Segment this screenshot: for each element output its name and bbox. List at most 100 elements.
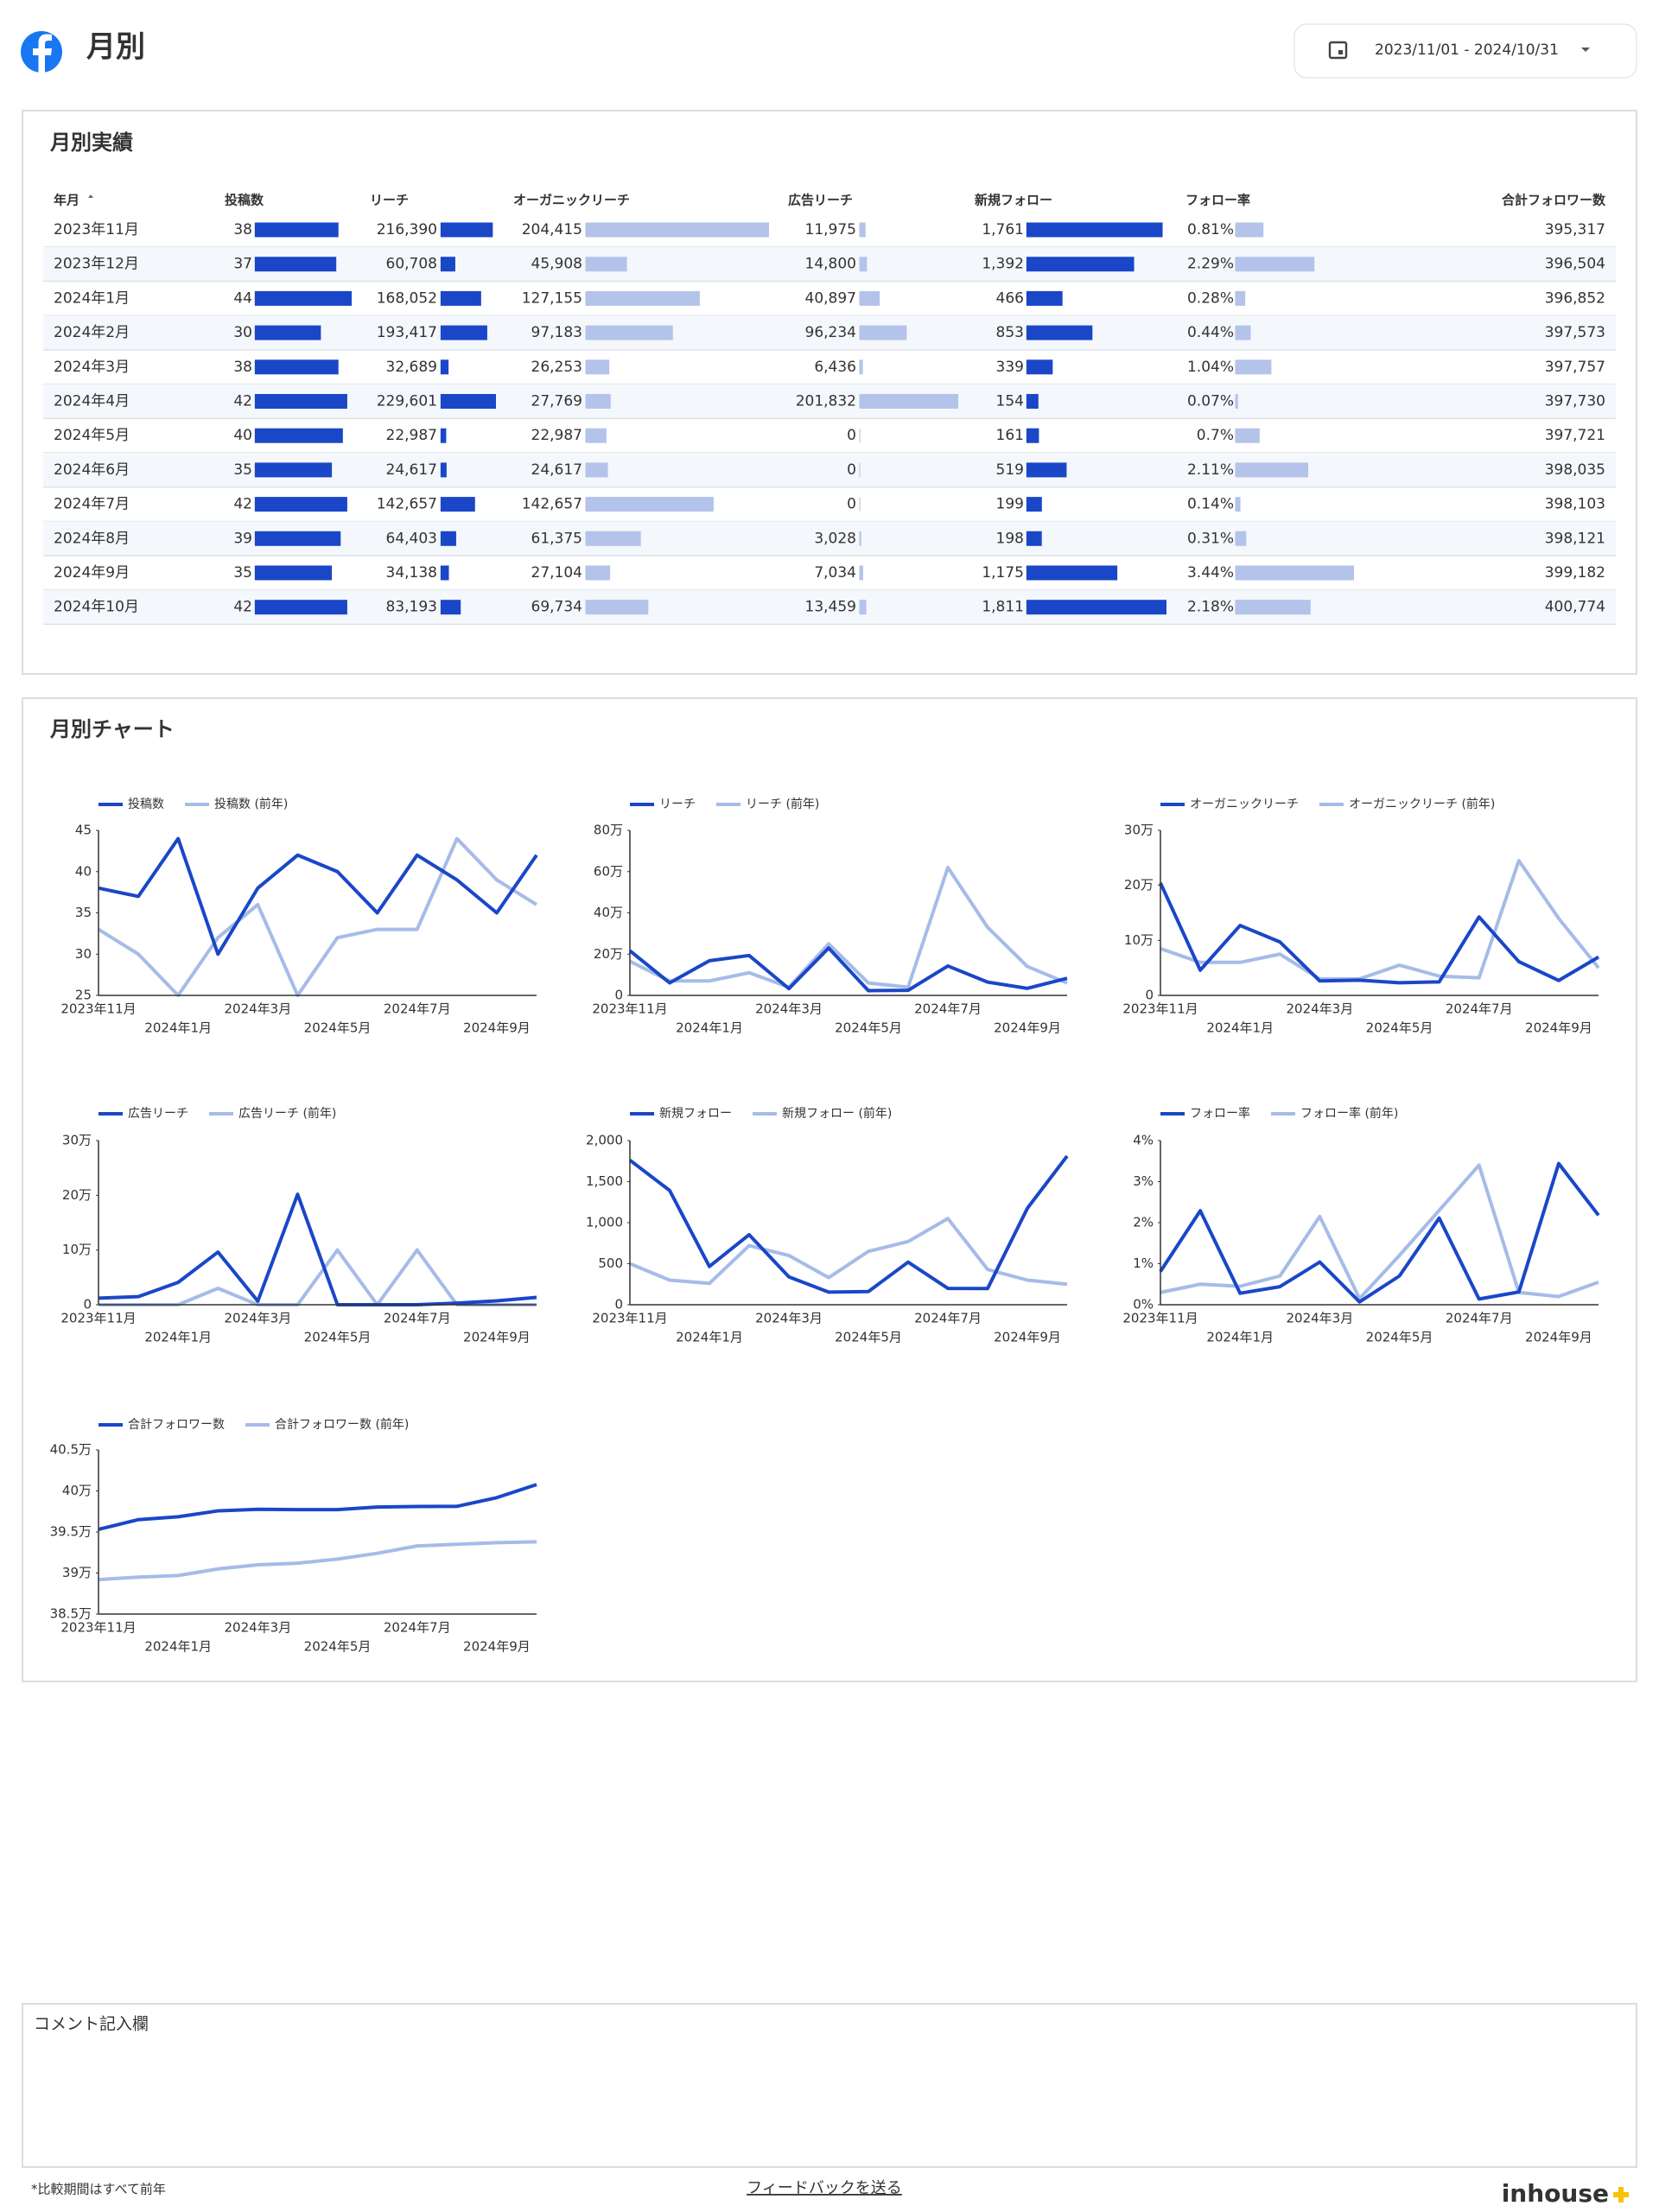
x-tick-label: 2023年11月 bbox=[60, 1311, 136, 1326]
table-bar bbox=[860, 600, 867, 615]
month-cell: 2024年4月 bbox=[54, 393, 130, 410]
month-cell: 2024年5月 bbox=[54, 427, 130, 444]
x-tick-label: 2024年3月 bbox=[1287, 1311, 1354, 1326]
series-line bbox=[98, 836, 538, 957]
table-bar bbox=[1236, 290, 1246, 306]
x-tick-label: 2024年7月 bbox=[384, 1620, 451, 1636]
value-cell: 27,104 bbox=[531, 564, 582, 582]
legend-label: 新規フォロー (前年) bbox=[782, 1106, 892, 1121]
x-tick-label: 2024年7月 bbox=[384, 1311, 451, 1326]
value-cell: 0.07% bbox=[1187, 393, 1234, 410]
calendar-dot bbox=[1338, 50, 1343, 54]
value-cell: 397,573 bbox=[1545, 324, 1605, 341]
value-cell: 0 bbox=[847, 496, 856, 513]
table-bar bbox=[1027, 290, 1063, 306]
sort-icon[interactable] bbox=[88, 194, 93, 198]
y-tick-label: 30 bbox=[75, 946, 92, 962]
table-bar bbox=[1236, 600, 1311, 615]
table-bar bbox=[255, 428, 343, 443]
x-tick-label: 2024年1月 bbox=[1206, 1330, 1274, 1345]
line-chart: リーチ リーチ (前年) 0 20万 40万 60万 80万 2023年11月 2024年1月 2… bbox=[592, 797, 1068, 1036]
y-tick-label: 45 bbox=[75, 823, 92, 838]
column-header: 新規フォロー bbox=[975, 193, 1052, 208]
legend-label: オーガニックリーチ bbox=[1190, 798, 1299, 811]
table-bar bbox=[1027, 497, 1042, 512]
line-chart: 新規フォロー 新規フォロー (前年) 0 500 1,000 1,500 2,000 2023… bbox=[586, 1106, 1069, 1345]
table-bar bbox=[860, 359, 863, 375]
table-bar bbox=[1027, 325, 1093, 340]
series-line bbox=[1159, 1161, 1600, 1304]
calendar-icon bbox=[1328, 41, 1348, 60]
x-tick-label: 2024年3月 bbox=[225, 1001, 292, 1017]
table-bar bbox=[255, 462, 333, 478]
series-line bbox=[629, 865, 1068, 989]
value-cell: 37 bbox=[233, 256, 252, 273]
table-bar bbox=[860, 565, 863, 581]
value-cell: 83,193 bbox=[386, 599, 437, 616]
legend-label: 合計フォロワー数 bbox=[128, 1418, 225, 1432]
table-bar bbox=[586, 462, 608, 478]
value-cell: 0.14% bbox=[1187, 496, 1234, 513]
legend-label: オーガニックリーチ (前年) bbox=[1349, 797, 1495, 811]
value-cell: 24,617 bbox=[531, 461, 582, 479]
y-tick-label: 3% bbox=[1133, 1173, 1154, 1189]
table-bar bbox=[441, 428, 447, 443]
value-cell: 0.44% bbox=[1187, 324, 1234, 341]
table-bar bbox=[1236, 462, 1309, 478]
value-cell: 396,504 bbox=[1545, 256, 1605, 273]
value-cell: 0 bbox=[847, 427, 856, 444]
value-cell: 154 bbox=[996, 393, 1024, 410]
x-tick-label: 2024年9月 bbox=[463, 1020, 531, 1036]
value-cell: 1,761 bbox=[982, 221, 1024, 238]
x-tick-label: 2024年1月 bbox=[144, 1330, 212, 1345]
month-cell: 2024年8月 bbox=[54, 530, 130, 547]
value-cell: 0.31% bbox=[1187, 530, 1234, 547]
x-tick-label: 2024年5月 bbox=[304, 1020, 372, 1036]
table-bar bbox=[1236, 325, 1251, 340]
x-tick-label: 2024年3月 bbox=[755, 1001, 823, 1017]
value-cell: 32,689 bbox=[386, 359, 437, 376]
charts-title: 月別チャート bbox=[49, 717, 175, 741]
table-bar bbox=[1236, 565, 1354, 581]
legend-label: 広告リーチ (前年) bbox=[238, 1106, 336, 1121]
table-body: 2023年11月 2023年12月 2024年1月 2024年2月 2024年3月 202… bbox=[43, 193, 1616, 626]
value-cell: 22,987 bbox=[531, 427, 582, 444]
value-cell: 26,253 bbox=[531, 359, 582, 376]
charts: 投稿数 投稿数 (前年) 25 30 35 40 45 2023年11月 2024年1月 2024… bbox=[50, 797, 1600, 1655]
y-tick-label: 38.5万 bbox=[50, 1606, 92, 1622]
table-bar bbox=[1027, 531, 1042, 546]
y-tick-label: 1% bbox=[1133, 1255, 1154, 1271]
table-bar bbox=[1027, 565, 1118, 581]
comment-box[interactable] bbox=[22, 2003, 1637, 2168]
value-cell: 0.7% bbox=[1197, 427, 1234, 444]
table-bar bbox=[586, 325, 673, 340]
x-tick-label: 2024年1月 bbox=[1206, 1020, 1274, 1036]
value-cell: 97,183 bbox=[531, 324, 582, 341]
table-bar bbox=[255, 359, 339, 375]
value-cell: 3.44% bbox=[1187, 564, 1234, 582]
table-bar bbox=[860, 394, 958, 409]
value-cell: 398,035 bbox=[1545, 461, 1605, 479]
dropdown-arrow bbox=[1581, 48, 1590, 52]
table-bar bbox=[1027, 428, 1039, 443]
table-bar bbox=[1236, 531, 1247, 546]
table-bar bbox=[586, 359, 610, 375]
feedback-link[interactable]: フィードバックを送る bbox=[747, 2179, 902, 2197]
date-picker[interactable] bbox=[1294, 23, 1637, 79]
value-cell: 1,175 bbox=[982, 564, 1024, 582]
y-tick-label: 40 bbox=[75, 863, 92, 879]
table-bar bbox=[1236, 497, 1241, 512]
value-cell: 142,657 bbox=[377, 496, 437, 513]
month-cell: 2024年1月 bbox=[54, 289, 130, 307]
table-bar bbox=[255, 531, 341, 546]
comment-title: コメント記入欄 bbox=[34, 2015, 149, 2034]
value-cell: 198 bbox=[996, 530, 1024, 547]
x-tick-label: 2023年11月 bbox=[592, 1311, 667, 1326]
y-tick-label: 30万 bbox=[62, 1133, 92, 1148]
table-bar bbox=[1027, 462, 1067, 478]
line-chart: 合計フォロワー数 合計フォロワー数 (前年) 38.5万 39万 39.5万 40万 40.… bbox=[50, 1417, 537, 1655]
value-cell: 397,757 bbox=[1545, 359, 1605, 376]
x-tick-label: 2024年1月 bbox=[676, 1330, 743, 1345]
x-tick-label: 2024年3月 bbox=[225, 1620, 292, 1636]
